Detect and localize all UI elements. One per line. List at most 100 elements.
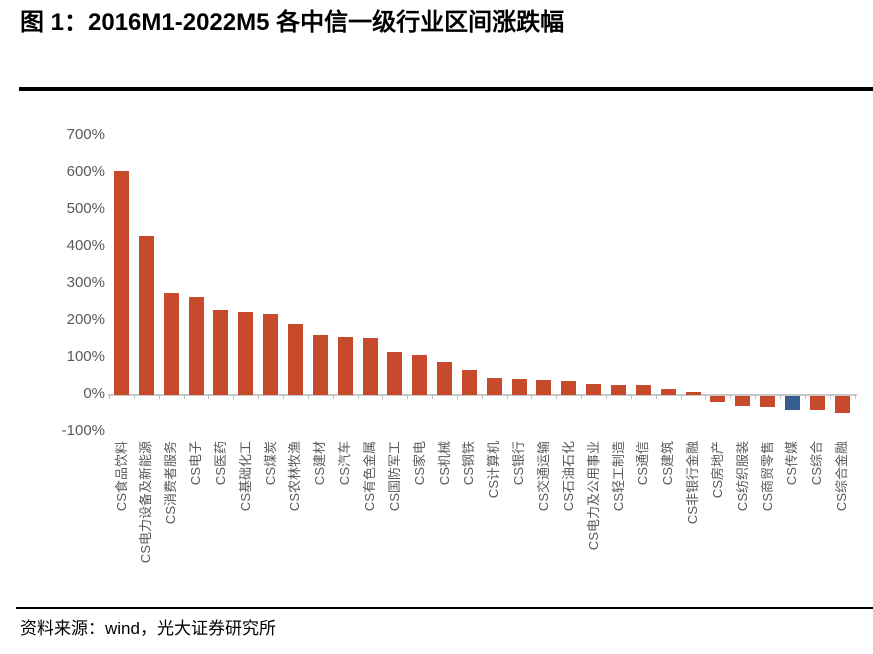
x-axis-tick — [208, 394, 210, 399]
bar — [188, 296, 204, 395]
bar — [437, 361, 453, 395]
y-tick-label: 700% — [66, 126, 105, 144]
x-axis-tick — [829, 394, 831, 399]
bar — [611, 385, 626, 395]
bar — [834, 396, 850, 414]
x-tick-label: CS通信 — [635, 441, 651, 486]
x-axis-tick — [581, 394, 583, 399]
x-axis-tick — [233, 394, 235, 399]
x-tick-label: CS石油石化 — [560, 441, 576, 512]
x-tick-label: CS计算机 — [486, 441, 502, 499]
bar-chart: 700% 600% 500% 400% 300% 200% 100% 0% -100% CS食品饮… — [0, 95, 873, 607]
x-tick-label: CS建材 — [312, 441, 328, 486]
x-tick-label: CS汽车 — [337, 441, 353, 486]
y-tick-label: 600% — [66, 163, 105, 181]
x-axis-tick — [158, 394, 160, 399]
bar — [287, 324, 303, 395]
x-tick-label: CS银行 — [511, 441, 527, 486]
bar — [760, 396, 776, 408]
x-tick-label: CS基础化工 — [237, 441, 253, 512]
x-tick-label: CS食品饮料 — [113, 441, 129, 512]
y-tick-label: -100% — [61, 422, 105, 440]
bar — [138, 235, 154, 395]
x-axis-tick — [382, 394, 384, 399]
x-axis-tick — [133, 394, 135, 399]
x-tick-label: CS消费者服务 — [163, 441, 179, 525]
x-tick-label: CS有色金属 — [362, 441, 377, 512]
title-rule — [19, 87, 873, 91]
x-axis-tick — [680, 394, 682, 399]
y-tick-label: 500% — [66, 200, 105, 218]
x-axis-tick — [755, 394, 757, 399]
x-axis-tick — [779, 394, 781, 399]
x-axis-tick — [804, 394, 806, 399]
source-rule — [16, 607, 873, 609]
x-axis-tick — [705, 394, 707, 399]
x-tick-label: CS传媒 — [784, 441, 800, 486]
x-tick-label: CS轻工制造 — [610, 441, 626, 512]
x-tick-label: CS建筑 — [660, 441, 676, 486]
bar — [735, 396, 751, 406]
x-axis-tick — [556, 394, 558, 399]
bar — [337, 336, 353, 395]
bar — [163, 293, 179, 395]
x-tick-label: CS农林牧渔 — [287, 441, 303, 512]
x-axis-tick — [109, 394, 110, 399]
bar — [387, 351, 403, 395]
x-tick-label: CS纺织服装 — [734, 441, 750, 512]
bar — [263, 313, 279, 395]
bar — [561, 381, 577, 395]
bar — [536, 379, 552, 395]
x-axis-tick — [606, 394, 607, 399]
x-tick-label: CS综合 — [809, 441, 825, 486]
x-axis-tick — [655, 394, 657, 399]
x-tick-label: CS国防军工 — [386, 441, 402, 512]
y-tick-label: 400% — [66, 237, 105, 255]
x-axis-tick — [357, 394, 359, 399]
bar — [586, 383, 602, 395]
x-axis-tick — [282, 394, 284, 399]
x-tick-label: CS电力设备及新能源 — [138, 441, 154, 564]
x-axis-tick — [432, 394, 434, 399]
x-tick-label: CS电力及公用事业 — [585, 441, 601, 551]
x-axis-tick — [506, 394, 508, 399]
x-axis-tick — [854, 394, 856, 399]
bar — [635, 385, 651, 395]
bar — [486, 377, 502, 395]
y-tick-label: 300% — [66, 274, 105, 292]
x-tick-label: CS钢铁 — [461, 441, 477, 486]
bar — [412, 354, 428, 395]
x-axis-tick — [183, 394, 185, 399]
y-tick-label: 0% — [83, 385, 105, 403]
bar — [238, 311, 254, 395]
bar — [213, 309, 229, 395]
x-tick-label: CS交通运输 — [535, 441, 551, 512]
x-tick-label: CS煤炭 — [262, 441, 278, 486]
x-tick-label: CS电子 — [188, 441, 204, 486]
figure-title: 图 1：2016M1-2022M5 各中信一级行业区间涨跌幅 — [20, 9, 565, 36]
x-axis-tick — [307, 394, 309, 399]
bar — [660, 389, 676, 395]
x-axis-tick — [481, 394, 483, 399]
bar — [809, 396, 825, 411]
x-axis-tick — [730, 394, 732, 399]
bar — [461, 370, 477, 395]
bar — [784, 396, 800, 410]
bar — [312, 335, 328, 395]
x-tick-label: CS房地产 — [709, 441, 725, 499]
x-axis-tick — [258, 394, 260, 399]
bar — [511, 379, 527, 395]
x-tick-label: CS非银行金融 — [685, 441, 701, 525]
x-tick-label: CS机械 — [436, 441, 452, 486]
y-tick-label: 200% — [66, 311, 105, 329]
y-tick-label: 100% — [66, 348, 105, 366]
x-axis-tick — [531, 394, 533, 399]
bar — [685, 392, 701, 395]
bar — [710, 396, 726, 403]
x-axis-tick — [332, 394, 334, 399]
x-axis-tick — [456, 394, 458, 399]
source-text: 资料来源：wind，光大证券研究所 — [20, 619, 276, 638]
x-tick-label: CS家电 — [411, 441, 427, 486]
x-axis-tick — [407, 394, 409, 399]
x-tick-label: CS综合金融 — [834, 441, 850, 512]
